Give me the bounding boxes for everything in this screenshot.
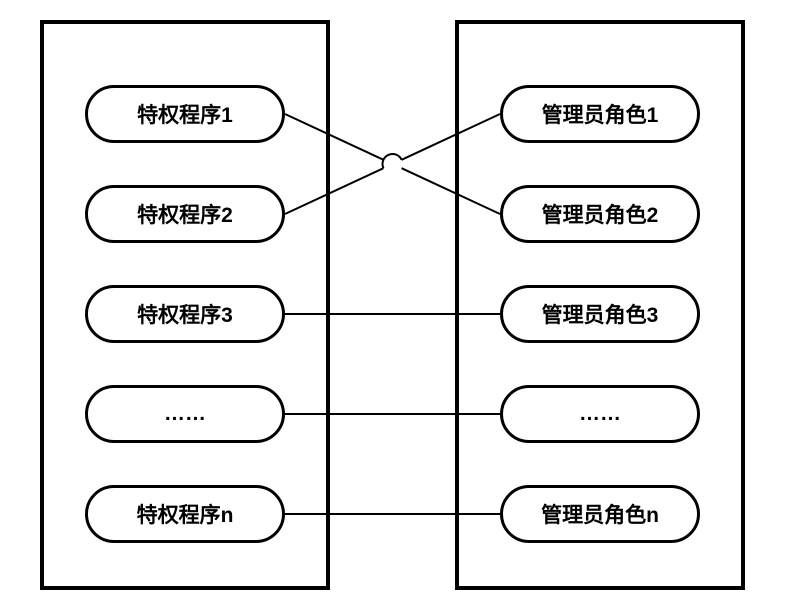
node-label: 管理员角色n [541,499,659,529]
node-label: 特权程序2 [137,199,233,229]
left-node-L1: 特权程序1 [85,85,285,143]
diagram-canvas: 特权程序1 特权程序2 特权程序3 …… 特权程序n 管理员角色1 管理员角色2 管理员角色3… [0,0,792,616]
right-node-R2: 管理员角色2 [500,185,700,243]
node-label: 管理员角色2 [542,199,659,229]
node-label: 特权程序3 [137,299,233,329]
node-label: …… [579,402,621,426]
left-node-L2: 特权程序2 [85,185,285,243]
node-label: 管理员角色1 [542,99,659,129]
node-label: 特权程序1 [137,99,233,129]
left-node-Ld: …… [85,385,285,443]
left-node-L3: 特权程序3 [85,285,285,343]
right-node-Rd: …… [500,385,700,443]
right-node-Rn: 管理员角色n [500,485,700,543]
node-label: …… [164,402,206,426]
left-node-Ln: 特权程序n [85,485,285,543]
right-node-R3: 管理员角色3 [500,285,700,343]
node-label: 管理员角色3 [542,299,659,329]
node-label: 特权程序n [137,499,234,529]
right-node-R1: 管理员角色1 [500,85,700,143]
